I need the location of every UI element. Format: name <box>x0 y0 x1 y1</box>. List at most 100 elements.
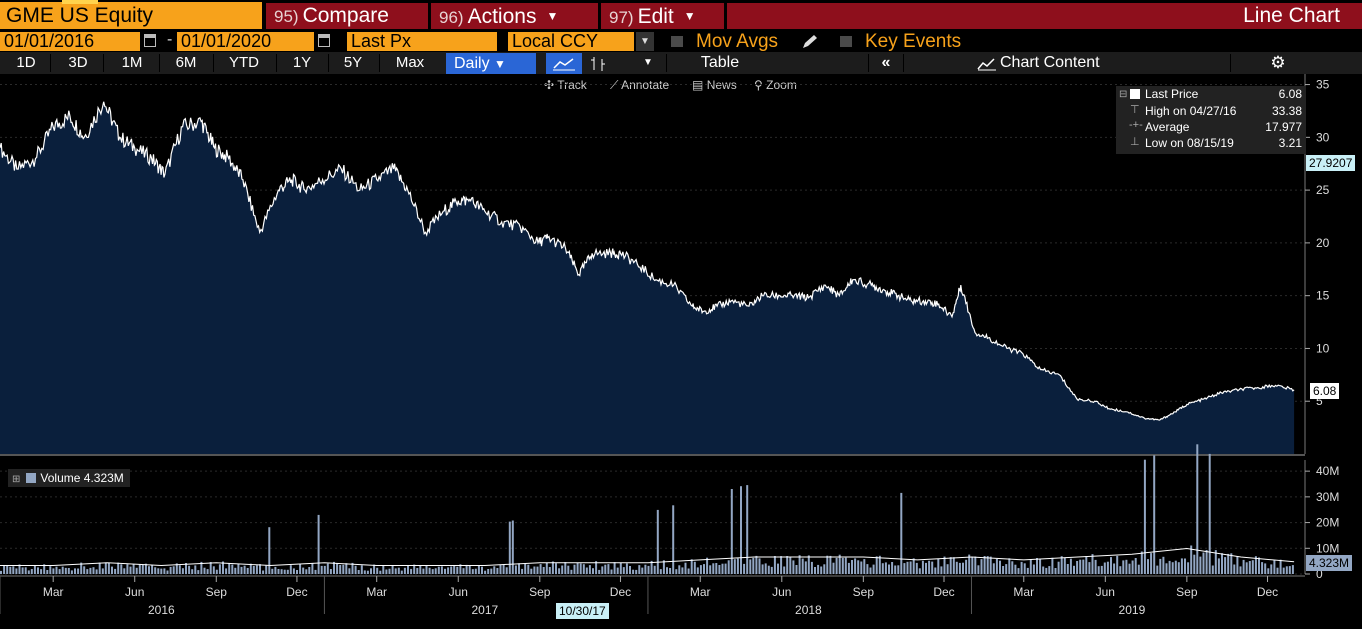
volume-bar <box>647 565 650 574</box>
range-6m[interactable]: 6M <box>175 54 197 71</box>
volume-bar <box>1190 545 1193 574</box>
gear-icon[interactable]: ⚙ <box>1270 53 1286 72</box>
range-toolbar: 1D 3D 1M 6M YTD 1Y 5Y Max Daily ▼ ▼ Tabl… <box>0 52 1362 74</box>
volume-bar <box>416 568 419 574</box>
price-volume-chart[interactable]: 5 10 15 20 25 30 35 0 10M 20M 30M 40M Mar Jun Sep Dec… <box>0 74 1362 629</box>
volume-bar <box>1276 567 1279 574</box>
last-price-swatch <box>1130 89 1140 99</box>
volume-bar <box>185 563 187 574</box>
volume-bar <box>271 568 274 574</box>
table-button[interactable]: Table <box>700 54 740 71</box>
volume-bar <box>181 568 184 574</box>
expand-icon[interactable]: ⊞ <box>12 474 21 485</box>
volume-bar <box>669 568 672 574</box>
volume-bar <box>903 563 906 574</box>
volume-bar <box>810 561 813 574</box>
volume-bar <box>175 563 178 574</box>
volume-bar <box>561 565 564 574</box>
ticker-field[interactable]: GME US Equity <box>0 0 262 29</box>
volume-bar <box>1011 561 1014 574</box>
volume-bar <box>425 566 428 574</box>
range-1d[interactable]: 1D <box>16 54 36 71</box>
collapse-icon[interactable]: « <box>881 54 891 71</box>
key-events-checkbox[interactable] <box>840 36 852 47</box>
volume-bar <box>326 563 329 574</box>
calendar-icon[interactable] <box>318 34 330 47</box>
volume-bar <box>289 565 292 574</box>
chevron-down-icon[interactable]: ▼ <box>643 57 653 68</box>
compare-num: 95) <box>274 7 299 26</box>
currency-selector[interactable]: Local CCY <box>508 32 634 51</box>
start-date-field[interactable]: 01/01/2016 <box>0 32 140 51</box>
compare-button[interactable]: 95) Compare <box>266 3 428 29</box>
volume-bar <box>659 569 662 574</box>
volume-bar <box>135 567 138 574</box>
range-3d[interactable]: 3D <box>68 54 88 71</box>
volume-bar <box>968 554 971 574</box>
volume-bar <box>1162 556 1165 574</box>
volume-bar <box>117 562 120 574</box>
volume-bar <box>653 565 656 574</box>
last-price-value: 6.08 <box>1278 87 1302 101</box>
volume-bar <box>166 570 169 574</box>
chevron-down-icon[interactable]: ▼ <box>636 32 654 51</box>
volume-bar <box>1264 563 1267 574</box>
volume-axis: 0 10M 20M 30M 40M <box>1304 460 1339 581</box>
volume-bar <box>746 485 749 574</box>
range-1y[interactable]: 1Y <box>292 54 312 71</box>
volume-bar <box>937 558 940 574</box>
volume-bar <box>277 569 280 574</box>
mov-avgs-checkbox[interactable] <box>671 36 683 47</box>
range-max[interactable]: Max <box>395 54 425 71</box>
collapse-icon[interactable]: ⊟ <box>1119 89 1128 100</box>
volume-bar <box>1023 563 1026 574</box>
chart-content-icon[interactable] <box>977 56 997 71</box>
volume-bar <box>194 565 197 574</box>
volume-bar <box>798 555 801 574</box>
volume-bar <box>481 566 483 574</box>
volume-bar <box>743 563 746 574</box>
volume-bar <box>317 514 320 574</box>
volume-bar <box>1054 568 1057 574</box>
volume-bar <box>1242 559 1245 574</box>
volume-bar <box>1258 557 1260 574</box>
ohlc-chart-icon[interactable] <box>586 54 610 73</box>
volume-bar <box>610 569 613 574</box>
end-date-field[interactable]: 01/01/2020 <box>177 32 314 51</box>
volume-bar <box>1029 559 1032 574</box>
edit-button[interactable]: 97) Edit ▼ <box>601 3 724 29</box>
pencil-icon[interactable] <box>801 34 819 50</box>
volume-bar <box>567 565 570 574</box>
frequency-selector[interactable]: Daily ▼ <box>446 53 536 74</box>
volume-bar <box>826 555 829 574</box>
range-5y[interactable]: 5Y <box>343 54 363 71</box>
volume-bar <box>601 566 604 574</box>
actions-button[interactable]: 96) Actions ▼ <box>431 3 598 29</box>
volume-bar <box>943 556 946 574</box>
volume-bar <box>403 567 406 574</box>
divider <box>159 54 160 72</box>
volume-bar <box>829 555 832 574</box>
range-1m[interactable]: 1M <box>121 54 143 71</box>
chart-content-button[interactable]: Chart Content <box>1000 54 1100 71</box>
calendar-icon[interactable] <box>144 34 156 47</box>
volume-bar <box>188 565 191 574</box>
volume-bar <box>234 567 237 574</box>
volume-bar <box>1100 565 1103 574</box>
line-chart-icon[interactable] <box>546 53 582 74</box>
volume-bar <box>1171 562 1174 574</box>
price-tick-label: 35 <box>1316 78 1330 92</box>
volume-bar <box>27 570 30 574</box>
volume-bar <box>632 569 635 574</box>
volume-bar <box>465 564 468 574</box>
range-ytd[interactable]: YTD <box>229 54 259 71</box>
volume-bar <box>1057 561 1060 574</box>
edit-label: Edit <box>637 5 674 28</box>
key-events-label[interactable]: Key Events <box>865 31 962 52</box>
mov-avgs-label[interactable]: Mov Avgs <box>696 31 779 52</box>
volume-bar <box>1073 565 1075 574</box>
volume-bar <box>1196 444 1199 574</box>
volume-bar <box>1205 550 1208 574</box>
field-selector[interactable]: Last Px <box>347 32 497 51</box>
volume-bar <box>222 561 224 574</box>
